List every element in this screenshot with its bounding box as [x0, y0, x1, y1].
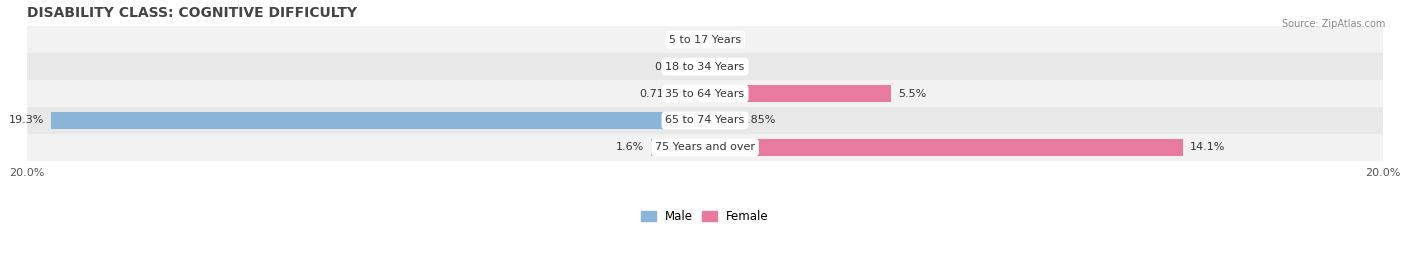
Text: 35 to 64 Years: 35 to 64 Years [665, 89, 745, 99]
Text: 0.0%: 0.0% [711, 35, 740, 45]
Text: 19.3%: 19.3% [8, 116, 44, 126]
Text: 1.6%: 1.6% [616, 143, 644, 153]
Text: 0.71%: 0.71% [638, 89, 675, 99]
Text: 75 Years and over: 75 Years and over [655, 143, 755, 153]
Bar [0, 26, 1406, 53]
Bar [704, 85, 891, 102]
Text: 18 to 34 Years: 18 to 34 Years [665, 62, 745, 72]
Text: 0.0%: 0.0% [711, 62, 740, 72]
Bar [696, 58, 704, 75]
Text: 0.0%: 0.0% [671, 35, 699, 45]
Text: 14.1%: 14.1% [1189, 143, 1225, 153]
Text: 0.85%: 0.85% [741, 116, 776, 126]
Text: 0.25%: 0.25% [654, 62, 690, 72]
Bar [704, 112, 734, 129]
Bar [651, 139, 704, 156]
Bar [0, 107, 1406, 134]
Bar [681, 85, 704, 102]
Text: 5.5%: 5.5% [898, 89, 927, 99]
Bar [704, 139, 1182, 156]
Bar [0, 134, 1406, 161]
Bar [51, 112, 704, 129]
Text: 65 to 74 Years: 65 to 74 Years [665, 116, 745, 126]
Bar [0, 80, 1406, 107]
Text: 5 to 17 Years: 5 to 17 Years [669, 35, 741, 45]
Bar [0, 53, 1406, 80]
Legend: Male, Female: Male, Female [637, 205, 773, 228]
Text: DISABILITY CLASS: COGNITIVE DIFFICULTY: DISABILITY CLASS: COGNITIVE DIFFICULTY [27, 6, 357, 19]
Text: Source: ZipAtlas.com: Source: ZipAtlas.com [1281, 19, 1385, 29]
